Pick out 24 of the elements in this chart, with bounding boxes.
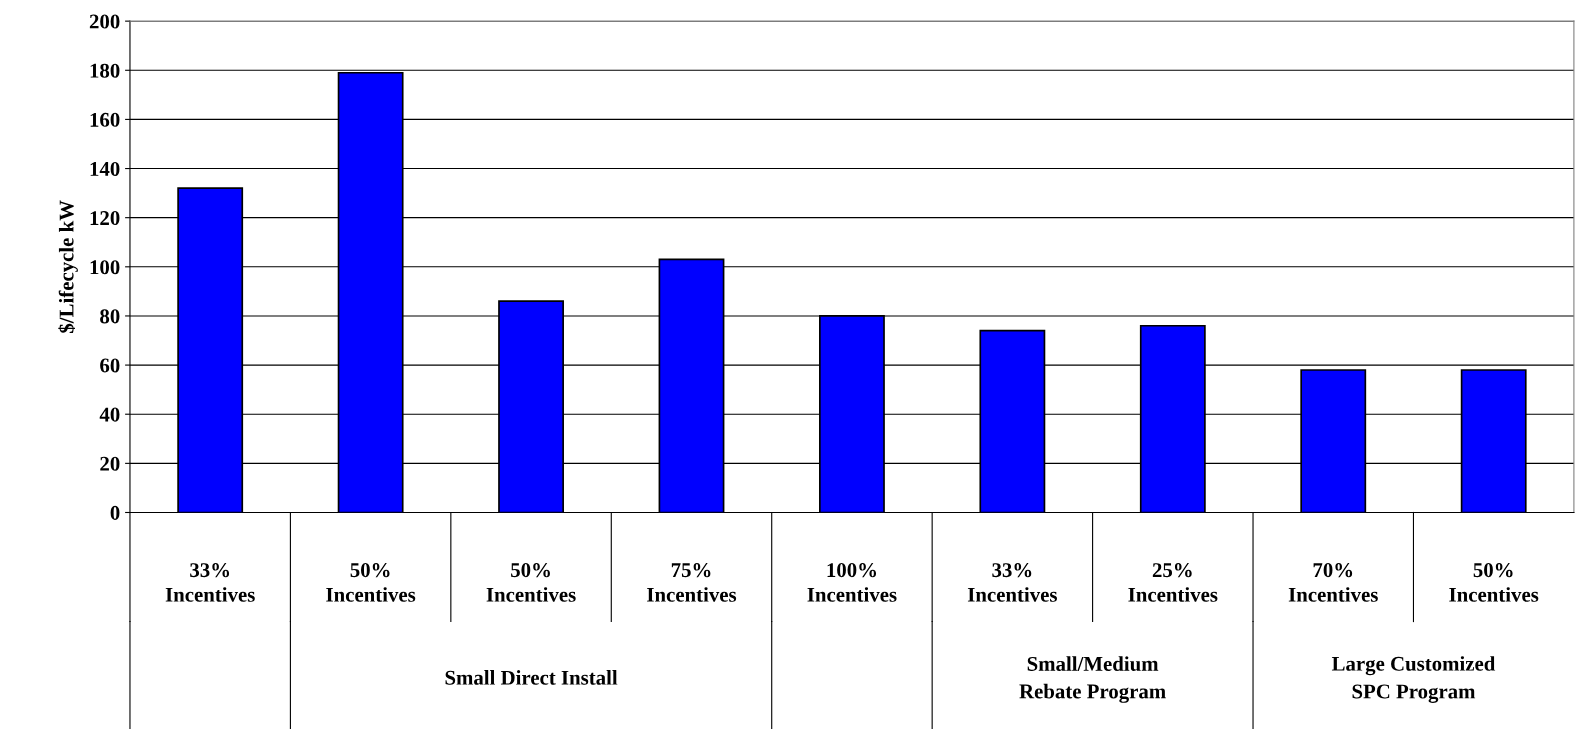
y-tick-label: 140: [90, 161, 120, 176]
x-tick-label: 50% Incentives: [486, 563, 576, 602]
x-tick-label: 70% Incentives: [1288, 563, 1378, 602]
text: Large Customized SPC Program: [1331, 656, 1496, 703]
x-tick-label: 50% Incentives: [326, 563, 416, 602]
x-tick-label: 100% Incentives: [807, 563, 897, 602]
y-tick-label: 120: [90, 211, 120, 226]
x-tick-label: 25% Incentives: [1128, 563, 1218, 602]
y-tick-label: 200: [89, 14, 120, 29]
y-tick-label: 60: [100, 358, 120, 373]
x-tick-label: 33% Incentives: [165, 563, 255, 602]
x-tick-label: 75% Incentives: [647, 563, 737, 602]
text: Small/Medium Rebate Program: [1019, 656, 1166, 703]
y-tick-label: 40: [99, 407, 120, 422]
y-tick-label: 0: [110, 505, 120, 520]
y-tick-label: 100: [90, 260, 120, 275]
y-tick-label: 80: [100, 309, 120, 324]
text: Small Direct Install: [445, 670, 618, 685]
x-tick-label: 50% Incentives: [1449, 563, 1539, 602]
x-tick-label: 33% Incentives: [967, 563, 1057, 602]
y-tick-label: 20: [100, 456, 120, 471]
y-axis-title: $/Lifecycle kW: [58, 200, 78, 333]
y-tick-label: 180: [90, 63, 120, 78]
y-tick-label: 160: [90, 112, 120, 127]
